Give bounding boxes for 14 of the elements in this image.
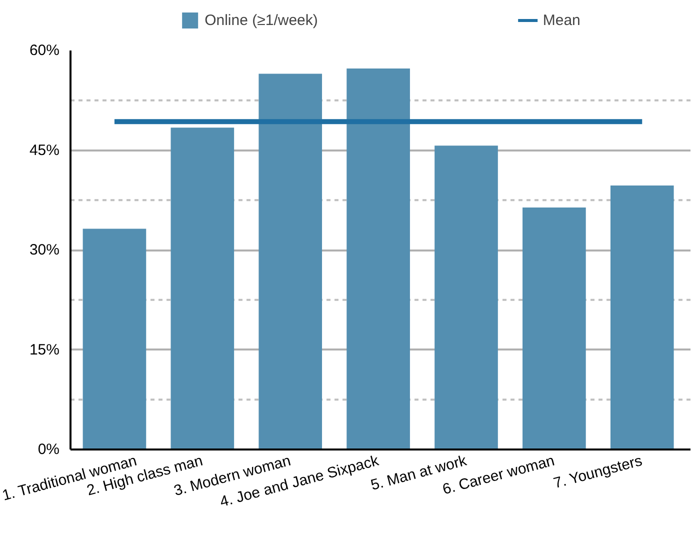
y-tick-label: 0% <box>38 441 60 458</box>
y-tick-label: 45% <box>29 142 60 159</box>
bar <box>258 74 322 450</box>
y-tick-label: 15% <box>29 341 60 358</box>
bar <box>434 146 498 450</box>
y-tick-label: 30% <box>29 242 60 258</box>
y-tick-label: 60% <box>29 42 60 59</box>
bar <box>522 207 586 450</box>
legend-label: Mean <box>542 12 580 28</box>
bar <box>610 185 674 450</box>
bar <box>170 128 234 450</box>
bar <box>82 228 146 450</box>
bar <box>346 68 410 450</box>
legend-label: Online (≥1/week) <box>204 12 318 28</box>
